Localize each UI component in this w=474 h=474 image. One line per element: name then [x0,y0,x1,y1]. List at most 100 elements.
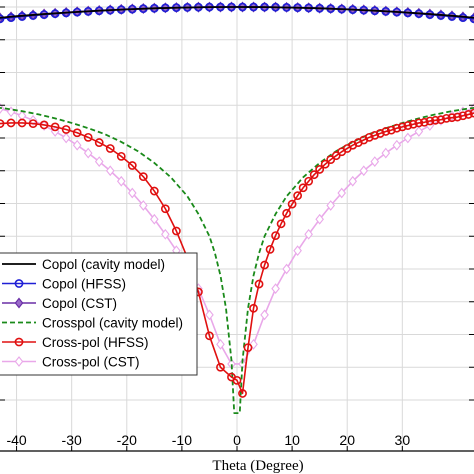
data-point [61,125,71,134]
data-point [359,165,369,177]
data-point [304,228,313,240]
data-point [50,122,60,132]
data-point [150,213,159,225]
data-point [139,200,148,211]
data-point [293,191,303,201]
data-point [375,129,385,138]
legend-label: Copol (HFSS) [42,277,126,292]
legend-entry: Cross-pol (HFSS) [2,335,149,350]
data-point [337,187,347,199]
data-point [260,309,269,321]
legend-label: Cross-pol (HFSS) [42,335,149,350]
data-point [442,113,451,123]
data-point [287,199,297,209]
data-point [116,175,126,187]
data-point [403,132,413,144]
data-point [403,121,413,130]
data-point [105,144,115,153]
legend-entry: Copol (cavity model) [2,257,165,272]
data-point [127,187,137,199]
data-point [436,115,446,125]
data-point [232,375,242,385]
data-point [161,228,170,240]
data-point [381,147,391,159]
data-point [94,156,104,167]
data-point [61,132,71,144]
legend-entry: Copol (HFSS) [2,277,126,292]
x-tick-label: 10 [284,432,300,448]
legend-entry: Cross-pol (CST) [2,355,140,370]
series-line [0,6,474,19]
data-point [304,176,314,186]
data-point [348,175,358,187]
data-point [298,183,308,193]
legend-label: Crosspol (cavity model) [42,316,183,331]
data-point [370,130,380,140]
data-point [39,120,49,130]
data-point [243,343,253,352]
data-point [72,139,82,151]
data-point [205,309,214,321]
data-point [6,118,16,128]
data-point [282,263,291,275]
data-point [326,200,335,211]
x-tick-label: -10 [172,432,192,448]
series-5 [0,108,474,398]
data-point [0,14,5,24]
data-point [271,283,280,295]
data-point [419,117,429,127]
data-point [0,119,5,128]
data-point [293,245,302,257]
data-point [315,213,324,225]
data-point [320,159,330,169]
x-tick-label: 20 [339,432,355,448]
data-point [216,338,225,350]
legend-entry: Crosspol (cavity model) [2,316,183,331]
series-layer [0,1,474,414]
data-point [414,126,424,137]
data-point [453,112,462,122]
data-point [309,170,319,180]
data-point [392,139,402,151]
data-point [408,119,418,129]
data-point [28,119,38,128]
legend-box [0,252,198,376]
data-point [370,156,380,167]
data-point [94,138,104,147]
data-point [138,172,148,182]
legend-entry: Copol (CST) [2,296,117,311]
x-axis-title: Theta (Degree) [212,458,303,474]
data-point [386,125,396,135]
x-tick-label: -40 [6,432,26,448]
data-point [260,260,269,270]
data-point [464,110,473,119]
x-tick-label: -20 [117,432,137,448]
data-point [72,128,82,138]
data-point [17,110,27,122]
data-point [171,226,181,236]
data-point [282,208,291,218]
data-point [216,362,225,372]
data-point [238,389,247,398]
data-point [364,132,374,142]
data-point [105,165,115,177]
series-1 [0,6,474,19]
data-point [397,122,407,132]
data-point [249,303,258,313]
data-point [254,279,264,289]
series-line [0,107,474,365]
data-point [425,116,435,126]
legend-marker [14,279,24,288]
data-point [315,165,325,174]
data-point [116,151,126,161]
data-point [265,244,275,254]
x-tick-label: 30 [395,432,411,448]
data-point [83,147,93,159]
data-point [276,219,286,229]
data-point [83,132,93,142]
legend-marker [14,297,24,309]
data-point [447,113,457,123]
data-point [458,111,468,121]
legend-marker [14,356,24,367]
